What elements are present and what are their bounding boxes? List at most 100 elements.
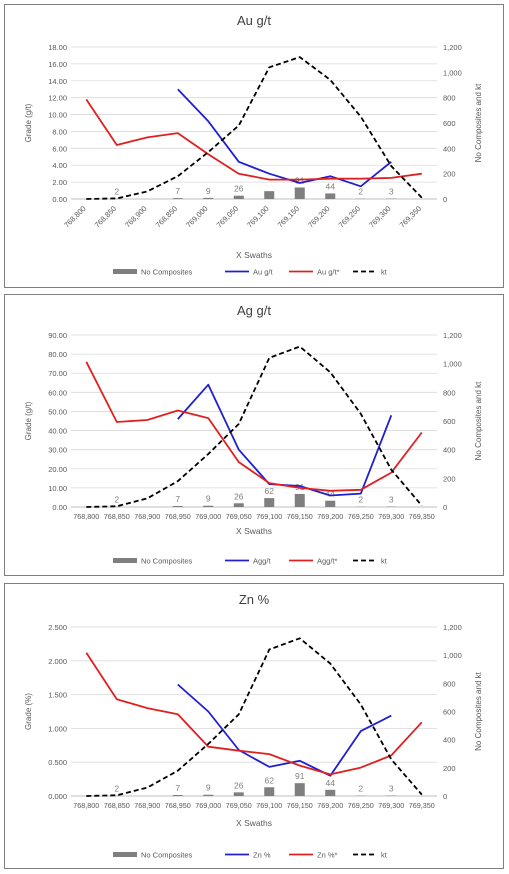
y2-tick-label: 800 <box>443 679 456 688</box>
bar-no-composites <box>172 505 183 507</box>
chart-title: Ag g/t <box>237 303 271 318</box>
y2-tick-label: 200 <box>443 764 456 773</box>
x-tick-label: 769,250 <box>337 204 363 230</box>
bar-data-label: 9 <box>206 186 211 196</box>
x-tick-label: 769,050 <box>226 512 252 521</box>
y-tick-label: 2.500 <box>48 623 67 632</box>
series-line-agg-t <box>177 383 393 497</box>
y-axis-title: Grade (%) <box>24 693 33 730</box>
y2-tick-label: 600 <box>443 417 456 426</box>
legend-label: Zn % <box>253 851 271 860</box>
y-tick-label: 0.00 <box>52 195 67 204</box>
bar-no-composites <box>203 794 214 796</box>
y2-tick-label: 0 <box>443 503 447 512</box>
y-tick-label: 10.00 <box>48 484 67 493</box>
y2-tick-label: 0 <box>443 792 447 801</box>
bar-data-label: 44 <box>326 489 336 499</box>
x-tick-label: 768,850 <box>154 204 180 230</box>
x-tick-label: 769,000 <box>195 801 221 810</box>
bar-data-label: 2 <box>114 495 119 505</box>
x-tick-label: 769,100 <box>256 512 282 521</box>
bar-data-label: 2 <box>358 784 363 794</box>
y2-tick-label: 400 <box>443 144 456 153</box>
bar-data-label: 7 <box>175 494 180 504</box>
bar-no-composites <box>264 191 275 199</box>
x-tick-label: 769,200 <box>317 512 343 521</box>
y2-tick-label: 600 <box>443 708 456 717</box>
legend-label: Agg/t* <box>317 557 338 566</box>
bar-data-label: 9 <box>206 494 211 504</box>
bar-no-composites <box>172 198 183 199</box>
y2-tick-label: 600 <box>443 119 456 128</box>
x-tick-label: 768,850 <box>104 801 130 810</box>
bar-data-label: 7 <box>175 783 180 793</box>
y-tick-label: 70.00 <box>48 369 67 378</box>
x-tick-label: 769,100 <box>245 204 271 230</box>
bar-no-composites <box>203 505 214 507</box>
y-tick-label: 40.00 <box>48 427 67 436</box>
x-tick-label: 769,200 <box>306 204 332 230</box>
series-line-kt <box>86 637 423 797</box>
legend-label: Zn %* <box>317 851 338 860</box>
bar-data-label: 2 <box>114 784 119 794</box>
bar-data-label: 62 <box>265 486 275 496</box>
bar-data-label: 26 <box>234 780 244 790</box>
y-tick-label: 16.00 <box>48 60 67 69</box>
y2-tick-label: 1,000 <box>443 651 462 660</box>
x-axis-title: X Swaths <box>236 526 272 536</box>
bar-data-label: 7 <box>175 186 180 196</box>
chart-au-svg: Au g/t 0.00 2.00 4.00 6.00 8.00 10.00 12.00 14.0… <box>24 13 483 277</box>
y-tick-label: 0.000 <box>48 792 67 801</box>
x-tick-label: 768,900 <box>134 801 160 810</box>
x-tick-label: 769,000 <box>184 204 210 230</box>
y2-tick-label: 1,000 <box>443 360 462 369</box>
x-tick-label: 769,350 <box>409 801 435 810</box>
series-line-zn-star <box>85 652 423 776</box>
bar-no-composites <box>264 787 275 796</box>
chart-ag-svg: Ag g/t 0.00 10.00 20.00 30.00 40.00 50.00 60.00… <box>24 303 483 566</box>
bar-data-label: 2 <box>358 187 363 197</box>
bar-data-label: 91 <box>295 771 305 781</box>
y-tick-label: 4.00 <box>52 161 67 170</box>
series-line-kt <box>86 56 423 200</box>
y2-tick-label: 200 <box>443 474 456 483</box>
bar-no-composites <box>325 193 336 199</box>
x-tick-label: 768,850 <box>93 204 119 230</box>
x-tick-label: 768,900 <box>134 512 160 521</box>
y-axis-title: Grade (g/t) <box>24 401 33 440</box>
x-tick-label: 768,800 <box>73 512 99 521</box>
legend-label: kt <box>381 268 388 277</box>
y2-tick-label: 1,200 <box>443 623 462 632</box>
y2-tick-label: 0 <box>443 195 447 204</box>
y2-tick-label: 400 <box>443 736 456 745</box>
x-tick-label: 769,150 <box>287 801 313 810</box>
bar-no-composites <box>325 789 336 796</box>
x-tick-label: 769,100 <box>256 801 282 810</box>
y2-axis-title: No Composites and kt <box>474 671 483 750</box>
legend-label: No Composites <box>141 268 193 277</box>
bar-data-label: 44 <box>326 181 336 191</box>
bar-no-composites <box>294 493 305 507</box>
y-tick-label: 80.00 <box>48 350 67 359</box>
bar-data-label: 9 <box>206 783 211 793</box>
x-tick-label: 769,250 <box>348 512 374 521</box>
series-line-agg-t-star <box>85 361 423 492</box>
bar-no-composites <box>172 795 183 796</box>
x-tick-label: 769,300 <box>378 801 404 810</box>
bar-data-label: 3 <box>389 187 394 197</box>
y2-tick-label: 800 <box>443 94 456 103</box>
x-tick-label: 769,350 <box>409 512 435 521</box>
bar-data-label: 3 <box>389 495 394 505</box>
y-tick-label: 8.00 <box>52 127 67 136</box>
x-axis-title: X Swaths <box>236 818 272 828</box>
y2-tick-label: 800 <box>443 388 456 397</box>
x-tick-label: 768,950 <box>165 512 191 521</box>
bar-data-label: 26 <box>234 491 244 501</box>
y2-axis-title: No Composites and kt <box>474 381 483 460</box>
x-tick-label: 769,150 <box>276 204 302 230</box>
y-tick-label: 20.00 <box>48 465 67 474</box>
legend-swatch-bar <box>113 852 137 857</box>
series-line-au-g-t <box>177 88 392 188</box>
x-axis-title: X Swaths <box>236 250 272 260</box>
bar-no-composites <box>325 500 336 507</box>
